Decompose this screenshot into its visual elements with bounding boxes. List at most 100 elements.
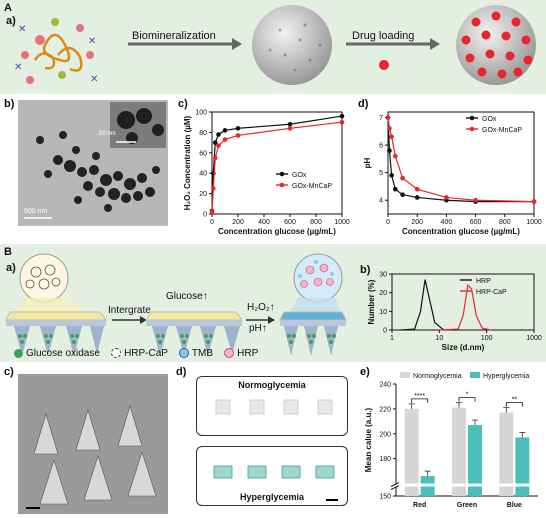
step-glucose: Glucose↑: [166, 291, 208, 302]
chart-d-label: d): [358, 98, 369, 110]
significance-label: *: [466, 392, 469, 399]
y-tick-label: 150: [379, 494, 391, 501]
x-tick-label: 10: [435, 335, 443, 342]
panel-a-scheme: ✕ ✕ ✕ ✕: [14, 5, 536, 85]
y-tick-label: 7: [379, 115, 383, 122]
data-point: [387, 126, 392, 131]
y-tick-label: 0: [203, 212, 207, 219]
x-tick-label: 200: [411, 219, 423, 226]
y-tick-label: 200: [379, 431, 391, 438]
legend-label: HRP: [476, 278, 491, 285]
x-axis-title: Concentration glucose (µg/mL): [402, 227, 520, 236]
y-tick-label: 220: [379, 406, 391, 413]
panel-b-sublabel: a): [6, 262, 16, 274]
bar-green-normoglycemia: [452, 407, 466, 496]
y-axis-title: H₂O₂ Concentration (µM): [183, 115, 192, 210]
y-tick-label: 6: [379, 143, 383, 150]
y-axis-title: Mean calue (a.u.): [364, 407, 373, 472]
x-axis-title: Size (d.nm): [442, 343, 485, 352]
panel-d-images-label: d): [176, 366, 187, 378]
x-tick-label: 100: [481, 335, 493, 342]
x-tick-label: 0: [210, 219, 214, 226]
legend-label: GOx-MnCaP: [482, 127, 522, 134]
category-label: Green: [457, 502, 477, 509]
bar-red-normoglycemia: [404, 408, 419, 496]
significance-label: ****: [414, 393, 425, 400]
plot-frame: [211, 111, 343, 215]
axis-break-mark: [390, 482, 400, 488]
bar-blue-normoglycemia: [499, 412, 514, 496]
chart-e-mean-value: 150 180 200 220 240 Mean calue (a.u.) Normogly…: [364, 372, 538, 509]
y-tick-label: 20: [199, 191, 207, 198]
tem-inset-scale: 50 nm: [99, 131, 116, 137]
step-ph: pH↑: [249, 323, 267, 334]
x-tick-label: 400: [258, 219, 270, 226]
y-axis-title: pH: [363, 157, 372, 168]
tem-micrograph: [18, 100, 168, 226]
data-point: [531, 199, 537, 204]
series-line-hrp: [400, 279, 454, 331]
data-point: [444, 195, 449, 200]
legend-label: Hyperglycemia: [483, 373, 529, 380]
x-tick-label: 1000: [526, 335, 542, 342]
step-drug-loading: Drug loading: [352, 30, 415, 42]
panel-b-legend: Glucose oxidase HRP-CaP TMB HRP: [14, 348, 258, 359]
data-point: [212, 155, 218, 161]
section-label-b: B: [4, 246, 12, 258]
legend-label: HRP-CaP: [476, 289, 507, 296]
chart-bb-size: 1 10 100 1000 0 10 20 30 Size (d.nm) Number (%) HR…: [367, 272, 542, 353]
y-tick-label: 40: [199, 171, 207, 178]
data-point: [287, 126, 293, 131]
data-point: [385, 115, 391, 120]
hrp-icon: [224, 348, 235, 359]
hyperglycemia-box: [196, 446, 348, 506]
y-tick-label: 4: [379, 198, 383, 205]
panel-b-tem-label: b): [4, 98, 15, 110]
significance-bracket: [458, 397, 476, 402]
legend-swatch: [470, 372, 480, 378]
svg-text:✕: ✕: [14, 62, 22, 73]
x-tick-label: 600: [284, 219, 296, 226]
data-point: [393, 153, 398, 159]
legend-marker: [279, 182, 285, 188]
glucose-oxidase-icon: [14, 348, 23, 358]
x-tick-label: 1000: [526, 219, 542, 226]
panel-b-background: [0, 244, 546, 362]
data-point: [222, 128, 228, 133]
data-point: [235, 126, 241, 131]
tem-scale-bar: 500 nm: [24, 208, 48, 215]
x-tick-label: 1: [390, 335, 394, 342]
section-label-a: A: [4, 2, 12, 14]
hrp-cap-icon: [111, 348, 122, 359]
series-line-gox-mncap: [211, 121, 343, 212]
legend-label: Normoglycemia: [413, 373, 462, 380]
legend-marker: [279, 171, 285, 177]
step-integrate: Intergrate: [108, 305, 151, 316]
axis-break: [395, 483, 537, 487]
data-point: [414, 186, 420, 192]
data-point: [339, 113, 345, 119]
y-tick-label: 30: [379, 272, 387, 279]
data-point: [473, 197, 478, 203]
x-tick-label: 0: [386, 219, 390, 226]
data-point: [235, 133, 241, 138]
bar-green-hyperglycemia: [468, 425, 482, 496]
y-tick-label: 100: [195, 110, 207, 117]
chart-bb-label: b): [360, 264, 371, 276]
chart-c-h2o2: 0 200 400 600 800 1000 0 20 40 60 80 100 Concentrati…: [183, 110, 350, 237]
y-axis-title: Number (%): [367, 279, 376, 324]
data-point: [389, 173, 394, 178]
series-line-hrp-cap: [439, 283, 491, 331]
data-point: [400, 175, 405, 181]
legend-tmb: TMB: [178, 348, 213, 359]
data-point: [393, 186, 398, 192]
panel-a-sublabel: a): [6, 15, 16, 27]
magnifier-circle-left: [19, 253, 69, 303]
normoglycemia-box: [196, 376, 348, 436]
data-point: [216, 143, 221, 148]
legend-label: GOx: [292, 172, 307, 179]
data-point: [387, 148, 392, 153]
data-point: [339, 119, 345, 125]
mineralized-sphere: [252, 5, 332, 85]
chart-c-label: c): [178, 98, 188, 110]
